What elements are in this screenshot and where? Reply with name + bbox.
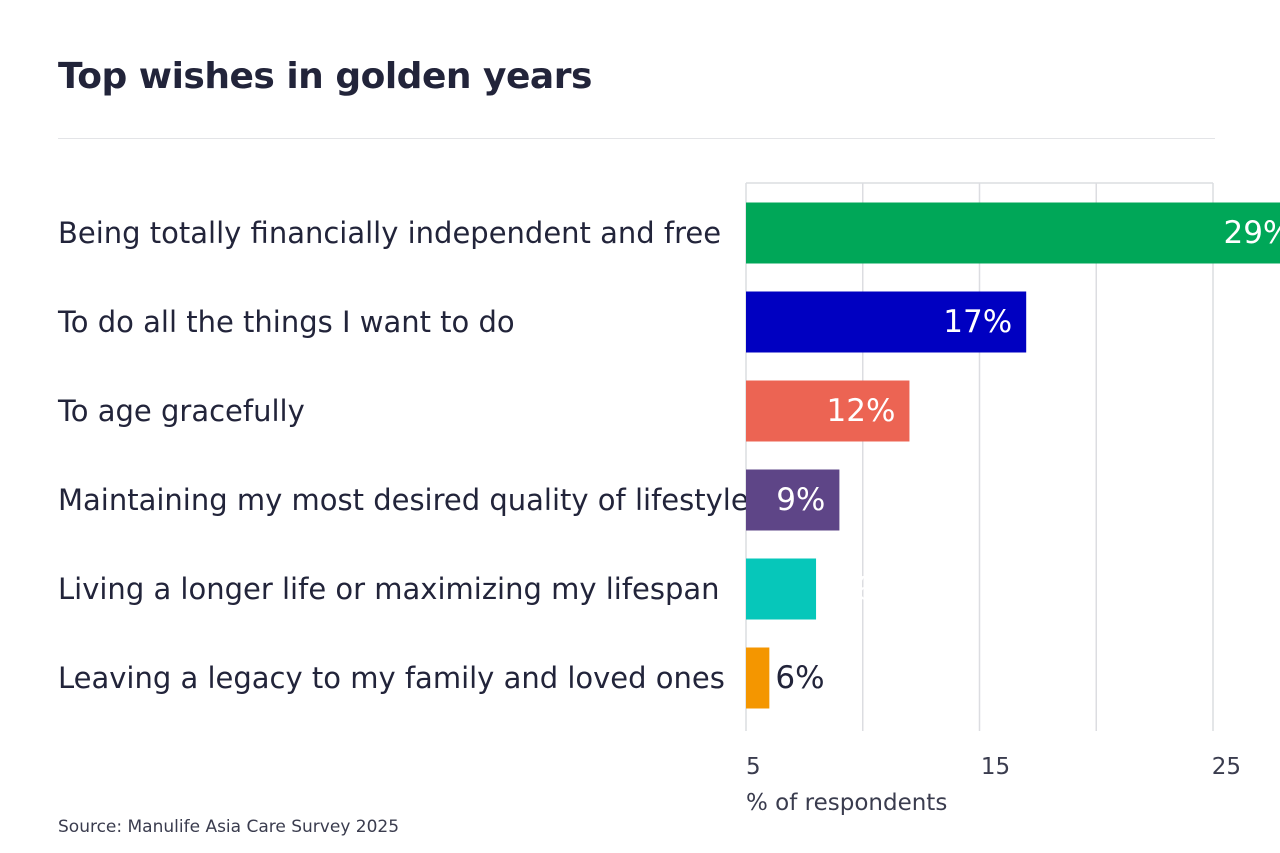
x-tick-label: 5 — [746, 754, 761, 780]
category-label: Leaving a legacy to my family and loved … — [58, 661, 725, 695]
bar — [746, 469, 840, 531]
x-tick-label: 25 — [1212, 754, 1241, 780]
source-note: Source: Manulife Asia Care Survey 2025 — [58, 817, 400, 837]
x-tick-label: 15 — [981, 754, 1010, 780]
value-label: 6% — [775, 660, 824, 696]
bar — [746, 558, 817, 620]
category-label: Maintaining my most desired quality of l… — [58, 483, 749, 517]
category-label: To age gracefully — [57, 394, 305, 428]
value-label: 17% — [943, 304, 1012, 340]
category-label: Being totally financially independent an… — [58, 216, 721, 250]
value-label: 8% — [822, 571, 871, 607]
value-label: 29% — [1223, 215, 1280, 251]
value-label: 9% — [776, 482, 825, 518]
bar — [746, 291, 1027, 353]
bar — [746, 380, 910, 442]
x-axis-title: % of respondents — [746, 790, 947, 816]
category-label: To do all the things I want to do — [57, 305, 515, 339]
bar — [746, 202, 1280, 264]
title-divider — [58, 138, 1215, 139]
category-label: Living a longer life or maximizing my li… — [58, 572, 720, 606]
value-label: 12% — [827, 393, 896, 429]
bar — [746, 647, 770, 709]
chart-title: Top wishes in golden years — [58, 56, 592, 97]
